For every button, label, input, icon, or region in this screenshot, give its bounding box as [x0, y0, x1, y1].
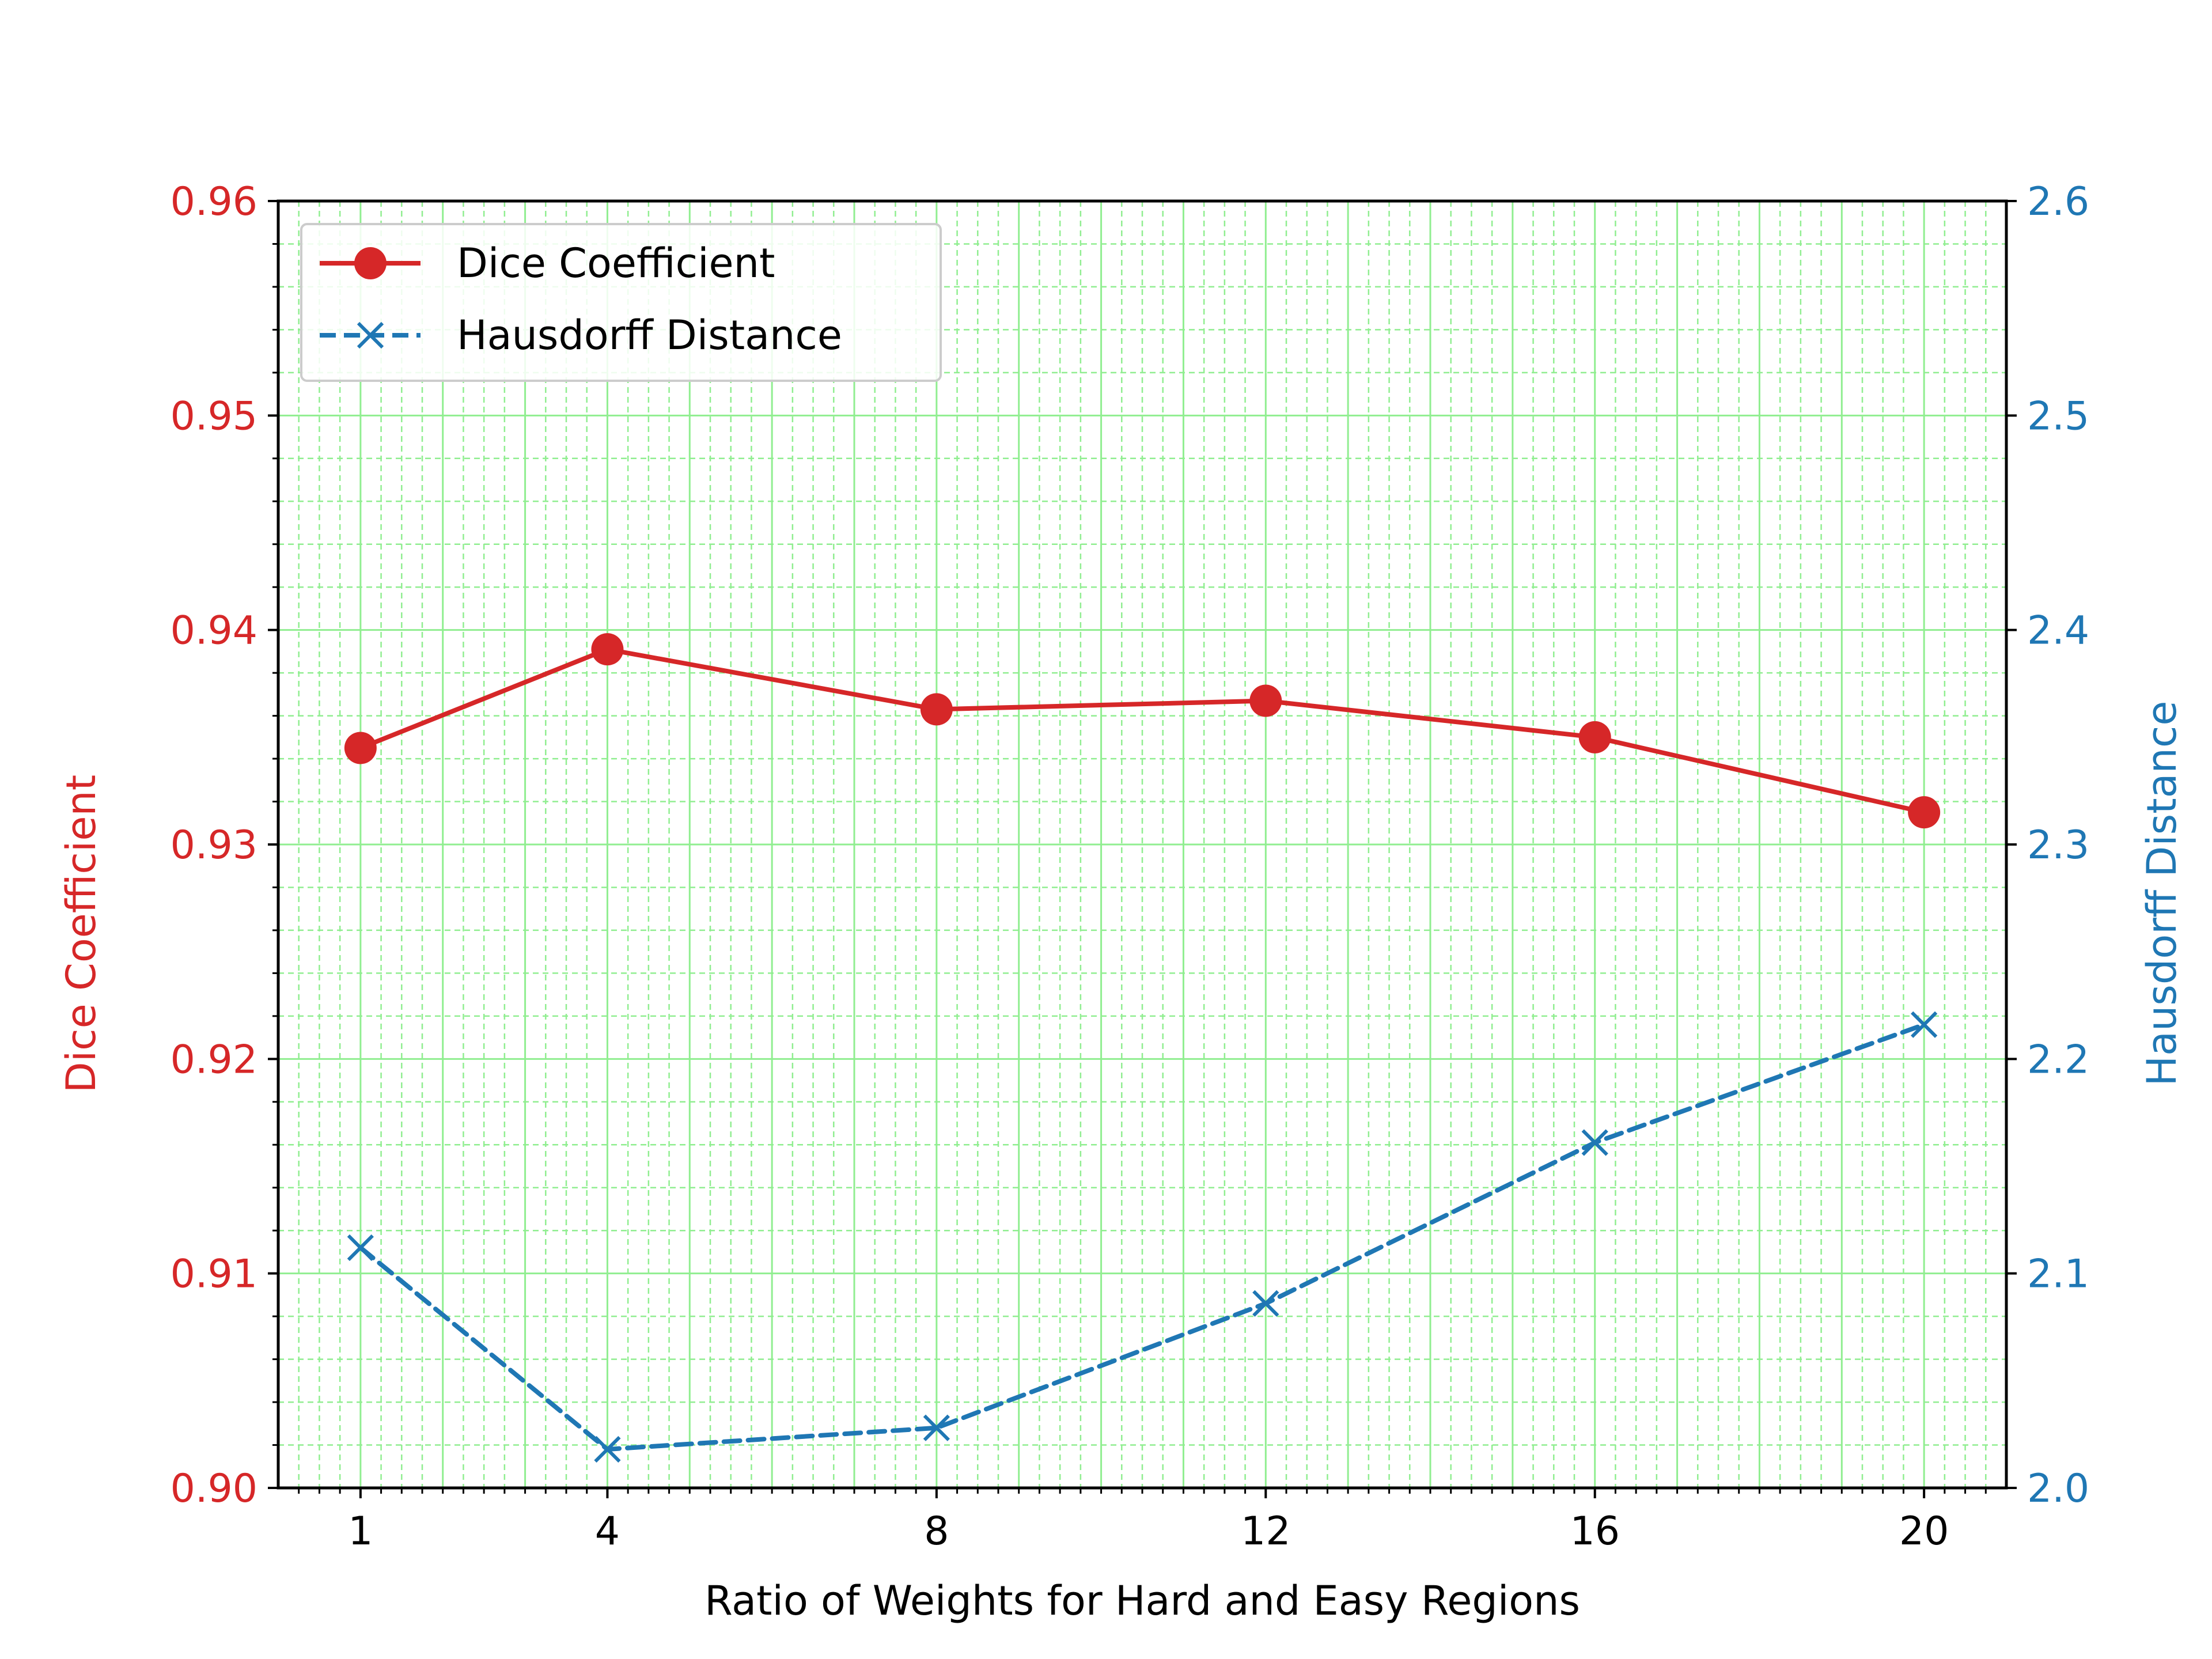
- y-right-tick-label: 2.1: [2027, 1252, 2089, 1297]
- legend-label: Hausdorff Distance: [457, 312, 842, 359]
- y-right-tick-label: 2.2: [2027, 1037, 2089, 1082]
- x-axis-label: Ratio of Weights for Hard and Easy Regio…: [704, 1577, 1580, 1624]
- series-line-0: [358, 647, 1927, 815]
- data-point: [347, 1234, 374, 1262]
- legend-label: Dice Coefficient: [457, 240, 775, 287]
- major-grid: [278, 201, 2006, 1488]
- data-point: [1578, 721, 1611, 753]
- y-left-tick-label: 0.91: [171, 1252, 257, 1297]
- y-left-tick-label: 0.90: [171, 1466, 257, 1512]
- data-point: [923, 1414, 950, 1441]
- data-point: [920, 693, 953, 726]
- data-point: [1252, 1290, 1279, 1317]
- data-point: [1249, 684, 1282, 717]
- legend-marker: [357, 321, 384, 349]
- x-marker-stroke: [347, 1234, 374, 1262]
- ticks-layer: [268, 200, 2017, 1498]
- x-tick-label: 1: [348, 1509, 373, 1554]
- series-layer: [344, 633, 1941, 1463]
- y-right-tick-label: 2.5: [2027, 393, 2089, 439]
- y-left-axis-label: Dice Coefficient: [58, 775, 105, 1093]
- data-point: [344, 732, 377, 764]
- y-right-tick-label: 2.4: [2027, 608, 2089, 654]
- y-left-tick-label: 0.94: [171, 608, 257, 654]
- x-tick-label: 12: [1241, 1509, 1291, 1554]
- y-left-tick-label: 0.93: [171, 823, 257, 868]
- y-left-tick-label: 0.92: [171, 1037, 257, 1082]
- data-point: [1911, 1011, 1938, 1038]
- data-point: [1908, 796, 1941, 829]
- data-point: [594, 1435, 621, 1463]
- y-left-tick-label: 0.96: [171, 179, 257, 225]
- labels-layer: 0.90 0.91 0.92 0.93 0.94 0.95 0.96 2.0 2.1 2.2 2.3…: [58, 179, 2186, 1624]
- y-right-tick-label: 2.3: [2027, 823, 2089, 868]
- data-point: [591, 633, 624, 666]
- legend-marker: [354, 247, 387, 279]
- x-marker-stroke: [1911, 1011, 1938, 1038]
- series-line-1: [358, 1022, 1927, 1452]
- y-right-tick-label: 2.6: [2027, 179, 2089, 225]
- x-tick-label: 16: [1570, 1509, 1620, 1554]
- x-marker-stroke: [1252, 1290, 1279, 1317]
- data-point: [1581, 1129, 1608, 1156]
- legend: Dice Coefficient Hausdorff Distance: [300, 223, 942, 382]
- x-tick-label: 4: [595, 1509, 620, 1554]
- x-marker-stroke: [594, 1435, 621, 1463]
- y-right-tick-label: 2.0: [2027, 1466, 2089, 1512]
- x-tick-label: 8: [924, 1509, 949, 1554]
- x-marker-stroke: [1581, 1129, 1608, 1156]
- x-marker-stroke: [357, 321, 384, 349]
- y-right-axis-label: Hausdorff Distance: [2138, 701, 2186, 1086]
- x-tick-label: 20: [1899, 1509, 1949, 1554]
- x-marker-stroke: [923, 1414, 950, 1441]
- y-left-tick-label: 0.95: [171, 393, 257, 439]
- legend-box: [300, 223, 942, 382]
